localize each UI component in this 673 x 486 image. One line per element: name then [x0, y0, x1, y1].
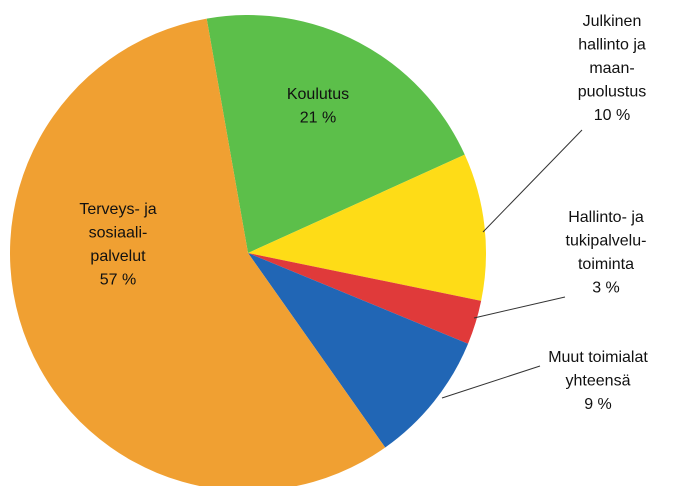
leader-line: [473, 296, 566, 319]
slice-label: toiminta: [578, 256, 634, 273]
pie-slice: [248, 154, 486, 301]
value-label: 57 %: [100, 272, 136, 289]
slice-label: Koulutus: [287, 86, 349, 103]
slice-label: hallinto ja: [578, 37, 646, 54]
value-label: 21 %: [300, 110, 336, 127]
slice-label: palvelut: [90, 248, 146, 265]
slice-label: maan-: [589, 60, 634, 77]
pie-slice: [10, 18, 386, 486]
slice-label: Muut toimialat: [548, 349, 648, 366]
slice-label: puolustus: [578, 84, 647, 101]
leader-line: [482, 129, 583, 233]
pie-slice: [248, 253, 482, 344]
slice-label: Julkinen: [583, 13, 642, 30]
slice-label: sosiaali-: [89, 225, 148, 242]
slice-label: Terveys- ja: [79, 201, 156, 218]
leader-line: [441, 365, 541, 399]
value-label: 9 %: [584, 396, 612, 413]
slice-label: Hallinto- ja: [568, 209, 644, 226]
slice-label: tukipalvelu-: [566, 233, 647, 250]
pie-slice: [248, 253, 469, 448]
value-label: 3 %: [592, 280, 620, 297]
slice-label: yhteensä: [566, 373, 631, 390]
value-label: 10 %: [594, 107, 630, 124]
pie-slice: [206, 15, 465, 254]
